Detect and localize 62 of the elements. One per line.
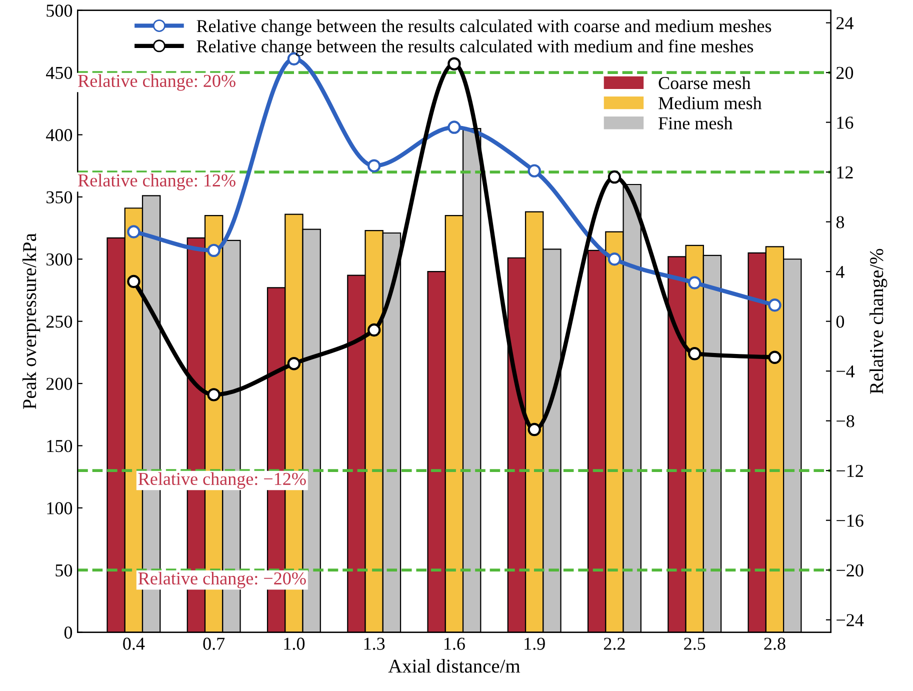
point [528, 164, 541, 178]
legend-label: Coarse mesh [658, 76, 751, 90]
point [768, 298, 782, 312]
y-tick-label: 100 [47, 502, 72, 514]
x-tick-label: 1.0 [284, 638, 305, 650]
y-tick-label: 250 [46, 316, 72, 328]
legend-label: Medium mesh [658, 96, 762, 110]
y-tick-label: 500 [46, 4, 72, 17]
point [688, 347, 702, 360]
point [127, 225, 140, 238]
ref-line-label: Relative change: −12% [138, 472, 306, 489]
point [287, 357, 301, 370]
y2-tick-label: 20 [836, 66, 854, 79]
point [448, 57, 461, 70]
ref-line-label: Relative change: −20% [138, 572, 306, 588]
point [608, 170, 622, 184]
point [688, 276, 702, 290]
point [528, 422, 541, 436]
legend-label: Relative change between the results calculated with medium and fine meshes [196, 40, 754, 56]
y-tick-label: 400 [46, 129, 72, 142]
ref-line-label: Relative change: 12% [78, 174, 236, 190]
x-tick-label: 2.2 [604, 638, 625, 650]
point [608, 252, 622, 266]
y2-tick-label: 8 [836, 216, 844, 228]
y-tick-label: 450 [46, 66, 72, 79]
x-tick-label: 2.5 [684, 638, 706, 650]
y-tick-label: 0 [64, 626, 72, 639]
x-axis-title: Axial distance/m [388, 659, 520, 673]
point [367, 159, 381, 172]
point [448, 120, 461, 134]
x-tick-label: 1.6 [444, 638, 465, 650]
x-tick-label: 1.3 [364, 638, 385, 650]
legend-label: Fine mesh [658, 116, 733, 130]
y-tick-label: 200 [46, 378, 72, 390]
point [127, 274, 140, 288]
y2-tick-label: −24 [836, 614, 864, 626]
y2-tick-label: −12 [836, 464, 863, 477]
legend-label: Relative change between the results calculated with coarse and medium meshes [196, 20, 772, 36]
y-tick-label: 300 [46, 253, 72, 266]
y2-axis-title: Relative change/% [869, 248, 888, 394]
y-tick-label: 350 [46, 191, 72, 204]
point [367, 323, 381, 337]
point [768, 350, 782, 364]
y2-tick-label: −16 [836, 514, 864, 527]
y2-tick-label: 4 [836, 266, 844, 278]
y-tick-label: 50 [56, 564, 72, 577]
point [207, 388, 220, 402]
ref-line-label: Relative change: 20% [78, 74, 236, 91]
y2-tick-label: −4 [836, 365, 855, 378]
x-tick-label: 0.4 [123, 638, 145, 650]
x-tick-label: 1.9 [524, 638, 545, 650]
point [207, 244, 220, 258]
y2-tick-label: 12 [837, 166, 853, 178]
y2-tick-label: −8 [836, 415, 854, 428]
y2-tick-label: −20 [836, 564, 864, 577]
y2-tick-label: 0 [836, 316, 844, 328]
y2-tick-label: 24 [836, 17, 854, 30]
y-axis-title: Peak overpressure/kPa [22, 233, 40, 410]
y2-tick-label: 16 [837, 116, 854, 129]
x-tick-label: 2.8 [764, 638, 786, 650]
y-tick-label: 150 [47, 440, 72, 452]
x-tick-label: 0.7 [203, 638, 225, 650]
